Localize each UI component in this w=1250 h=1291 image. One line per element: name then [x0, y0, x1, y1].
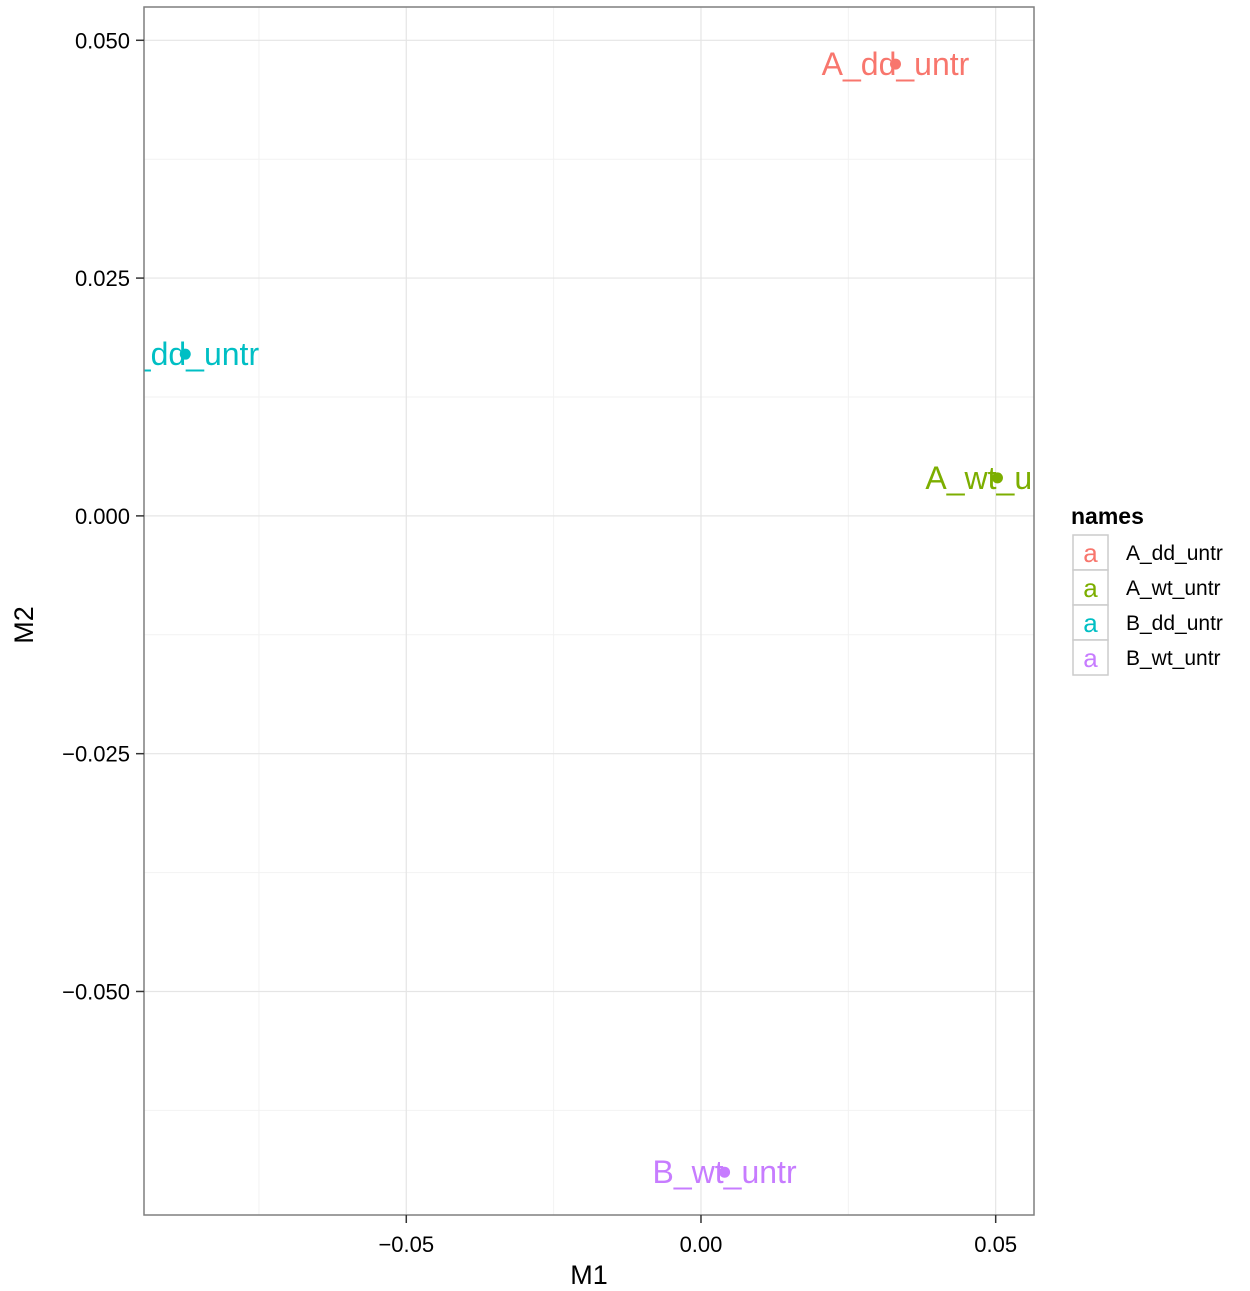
data-point [889, 58, 901, 70]
legend-label: B_dd_untr [1126, 612, 1223, 635]
data-label: B_dd_untr [111, 336, 259, 372]
plot-background [144, 7, 1034, 1215]
y-tick-label: −0.025 [62, 742, 130, 767]
x-axis: −0.05 0.00 0.05 [378, 1215, 1017, 1257]
legend-label: B_wt_untr [1126, 647, 1221, 670]
x-tick-label: 0.00 [680, 1232, 723, 1257]
y-tick-label: −0.050 [62, 979, 130, 1004]
y-tick-label: 0.025 [75, 266, 130, 291]
legend-key-glyph: a [1083, 538, 1098, 568]
data-point [991, 472, 1003, 484]
legend-label: A_dd_untr [1126, 542, 1223, 565]
legend-key [1072, 604, 1109, 641]
plot-panel: A_dd_untrA_wt_untrB_dd_untrB_wt_untr [111, 6, 1069, 1216]
legend-key-glyph: a [1083, 573, 1098, 603]
data-label: A_wt_untr [925, 460, 1069, 496]
y-axis: 0.050 0.025 0.000 −0.025 −0.050 [62, 28, 144, 1004]
legend-key [1072, 534, 1109, 571]
legend-title: names [1071, 503, 1144, 529]
legend-key-glyph: a [1083, 643, 1098, 673]
plot-border [143, 6, 1035, 1216]
legend-key [1072, 639, 1109, 676]
y-tick-label: 0.050 [75, 28, 130, 53]
data-point [179, 348, 191, 360]
legend-key [1072, 569, 1109, 606]
data-layer: A_dd_untrA_wt_untrB_dd_untrB_wt_untr [111, 46, 1069, 1190]
data-point [719, 1166, 731, 1178]
legend-label: A_wt_untr [1126, 577, 1221, 600]
x-tick-label: 0.05 [974, 1232, 1017, 1257]
x-tick-label: −0.05 [378, 1232, 434, 1257]
legend-key-glyph: a [1083, 608, 1098, 638]
x-axis-label: M1 [570, 1260, 608, 1290]
y-tick-label: 0.000 [75, 504, 130, 529]
y-axis-label: M2 [9, 606, 39, 644]
